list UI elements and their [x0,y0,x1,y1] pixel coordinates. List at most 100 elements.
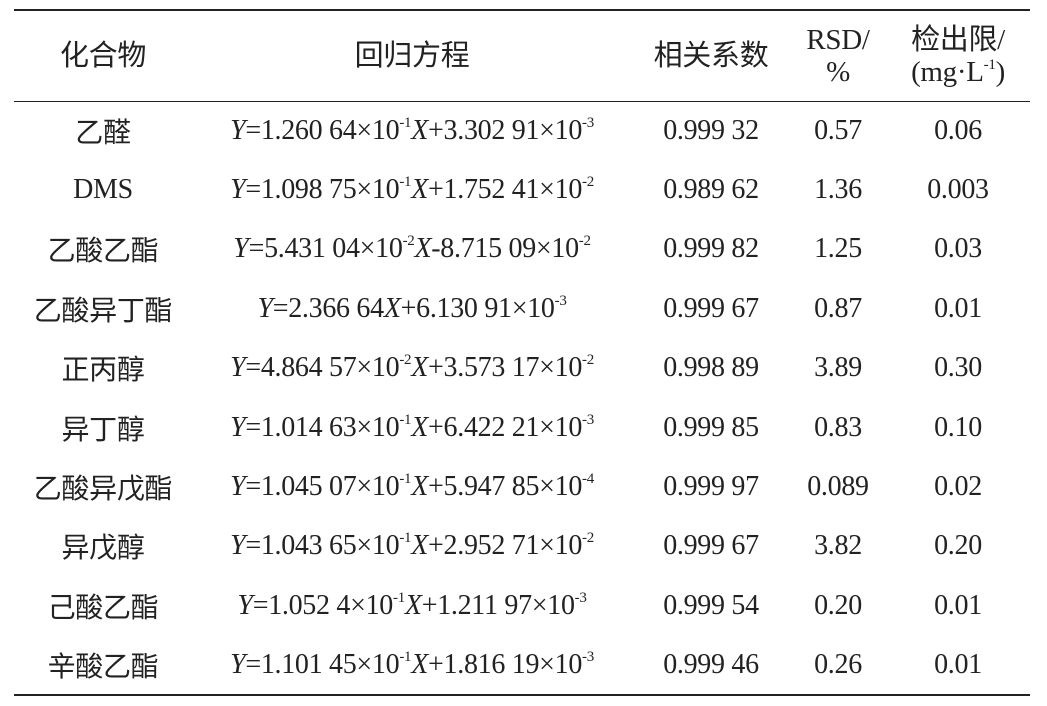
table-cell: 异丁醇 [61,414,145,446]
text-piece: +1.211 97×10 [421,589,575,621]
text-piece: +3.302 91×10 [428,114,583,146]
variable: Y [257,292,273,324]
table-cell: 辛酸乙酯 [47,651,159,683]
superscript: -2 [578,233,591,250]
text-piece: =1.101 45×10 [245,648,400,680]
table-cell: 0.999 67 [663,530,759,562]
table-row: 乙酸异丁酯 Y=2.366 64X+6.130 91×10-3 0.999 67 0.… [14,279,1030,338]
table-header: 化合物 回归方程 相关系数 RSD/% 检出限/(mg·L-1) [14,10,1030,101]
text-piece: =1.098 75×10 [245,174,400,206]
text-piece: =1.014 63×10 [245,411,400,443]
table-cell: 1.25 [814,233,862,265]
superscript: -2 [402,233,415,250]
variable: X [414,233,432,265]
header-cell: 相关系数 [632,10,790,101]
superscript: -1 [393,589,405,606]
superscript: -3 [554,292,567,309]
variable: X [411,114,429,146]
text-piece: +2.952 71×10 [428,530,583,562]
superscript: -3 [574,589,587,606]
header-cell: RSD/% [790,10,886,101]
header-line: % [790,56,886,88]
table-cell: 0.10 [934,411,982,443]
variable: Y [230,411,246,443]
table-row: 乙酸异戊酯 Y=1.045 07×10-1X+5.947 85×10-4 0.999… [14,457,1030,516]
header-line: 回归方程 [192,40,632,72]
header-cell: 回归方程 [192,10,632,101]
superscript: -3 [582,411,594,428]
variable: X [411,530,429,562]
table-cell: 己酸乙酯 [47,592,159,624]
text-piece: =1.045 07×10 [245,471,400,503]
variable: Y [237,589,253,621]
variable: Y [230,530,246,562]
header-line: 检出限/ [886,24,1030,56]
table-row: 异戊醇 Y=1.043 65×10-1X+2.952 71×10-2 0.999 6… [14,517,1030,576]
table-row: 乙酸乙酯 Y=5.431 04×10-2X-8.715 09×10-2 0.999 … [14,220,1030,279]
table-cell: 3.89 [814,352,862,384]
table-cell: 0.999 97 [663,471,759,503]
equation-cell: Y=1.260 64×10-1X+3.302 91×10-3 [192,101,632,160]
superscript: -3 [582,648,594,665]
text-piece: ) [995,55,1006,88]
text-piece: 回归方程 [354,39,470,72]
table-cell: 乙酸异丁酯 [33,295,173,327]
table-cell: 0.01 [934,292,982,324]
data-table: 化合物 回归方程 相关系数 RSD/% 检出限/(mg·L-1) 乙醛 Y=1.260 6… [14,9,1030,696]
equation-cell: Y=1.101 45×10-1X+1.816 19×10-3 [192,636,632,695]
table-row: 乙醛 Y=1.260 64×10-1X+3.302 91×10-3 0.999 32… [14,101,1030,160]
table-cell: 0.999 85 [663,411,759,443]
table-cell: 0.03 [934,233,982,265]
text-piece: =1.052 4×10 [252,589,394,621]
equation-cell: Y=4.864 57×10-2X+3.573 17×10-2 [192,339,632,398]
table-cell: 0.20 [814,589,862,621]
superscript: -2 [399,352,412,369]
text-piece: +5.947 85×10 [428,471,583,503]
header-row: 化合物 回归方程 相关系数 RSD/% 检出限/(mg·L-1) [14,10,1030,101]
equation-cell: Y=1.045 07×10-1X+5.947 85×10-4 [192,457,632,516]
table-row: 异丁醇 Y=1.014 63×10-1X+6.422 21×10-3 0.999 8… [14,398,1030,457]
table-row: 正丙醇 Y=4.864 57×10-2X+3.573 17×10-2 0.998 8… [14,339,1030,398]
superscript: -1 [399,530,412,547]
table-cell: 0.30 [934,352,982,384]
table-cell: 0.999 32 [663,114,759,146]
variable: X [411,648,429,680]
text-piece: RSD/ [806,23,870,56]
variable: Y [230,648,246,680]
variable: X [411,174,429,206]
text-piece: 化合物 [59,39,147,72]
table-cell: 0.02 [934,471,982,503]
variable: Y [230,174,246,206]
table-cell: 0.20 [934,530,982,562]
header-line: 相关系数 [632,40,790,72]
variable: X [411,471,429,503]
superscript: -4 [582,471,594,488]
equation-cell: Y=1.098 75×10-1X+1.752 41×10-2 [192,160,632,219]
table-cell: 0.87 [814,292,862,324]
table-row: DMS Y=1.098 75×10-1X+1.752 41×10-2 0.989 6… [14,160,1030,219]
superscript: -2 [582,174,594,191]
superscript: -1 [399,648,412,665]
table-cell: 乙酸乙酯 [47,236,159,268]
table-cell: 0.989 62 [663,174,759,206]
superscript: -3 [582,114,594,131]
superscript: -1 [399,411,412,428]
table-cell: 0.999 46 [663,648,759,680]
text-piece: =5.431 04×10 [248,233,403,265]
equation-cell: Y=1.043 65×10-1X+2.952 71×10-2 [192,517,632,576]
header-line: (mg·L-1) [886,56,1030,88]
table-cell: 3.82 [814,530,862,562]
table-cell: 0.01 [934,589,982,621]
table-cell: 0.01 [934,648,982,680]
table-cell: 0.999 67 [663,292,759,324]
equation-cell: Y=5.431 04×10-2X-8.715 09×10-2 [192,220,632,279]
text-piece: (mg·L [911,55,984,88]
header-line: RSD/ [790,24,886,56]
superscript: -1 [399,471,412,488]
table-row: 辛酸乙酯 Y=1.101 45×10-1X+1.816 19×10-3 0.999 … [14,636,1030,695]
table-row: 己酸乙酯 Y=1.052 4×10-1X+1.211 97×10-3 0.999 5… [14,576,1030,635]
table-cell: 1.36 [814,174,862,206]
table-cell: 0.003 [927,174,989,206]
superscript: -1 [983,56,996,73]
text-piece: =1.043 65×10 [245,530,400,562]
